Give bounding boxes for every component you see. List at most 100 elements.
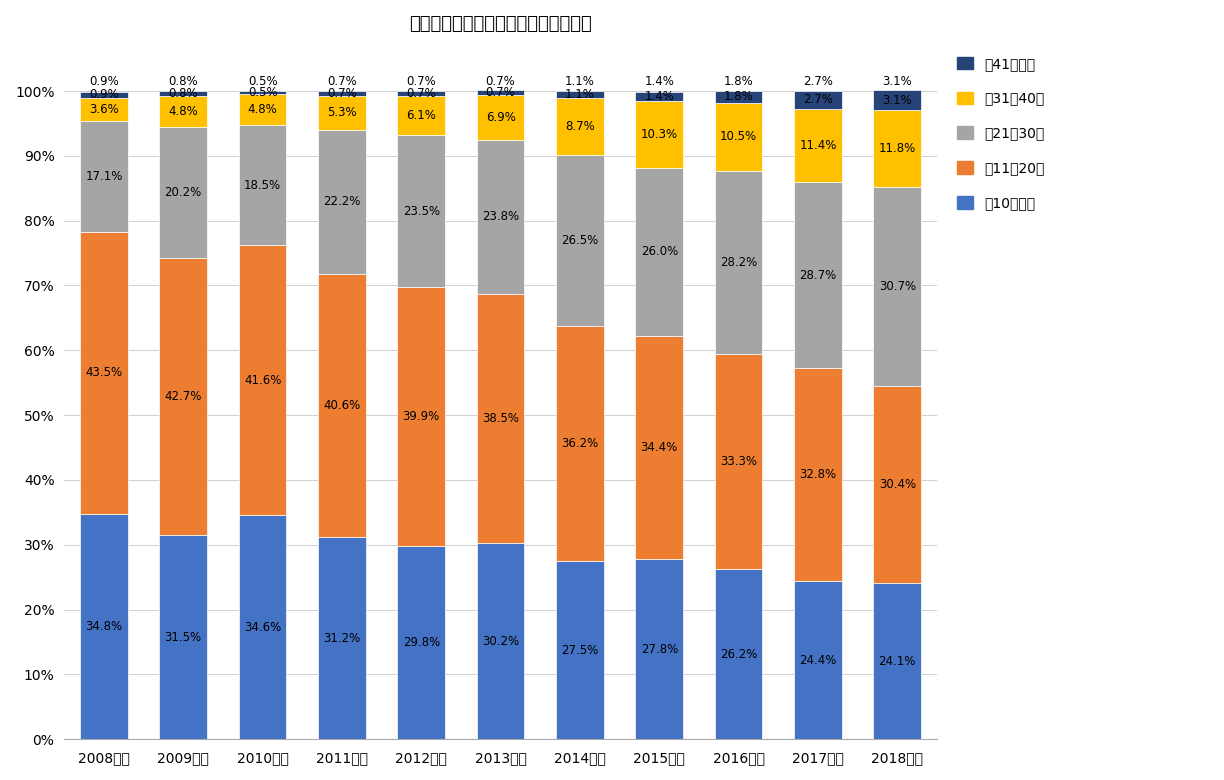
Bar: [159, 535, 207, 739]
Bar: [635, 92, 683, 101]
Bar: [794, 183, 842, 368]
Text: 34.6%: 34.6%: [244, 621, 282, 633]
Text: 30.4%: 30.4%: [879, 478, 916, 491]
Text: 1.1%: 1.1%: [565, 75, 595, 88]
Text: 23.5%: 23.5%: [403, 205, 439, 218]
Text: 29.8%: 29.8%: [403, 636, 439, 649]
Text: 3.1%: 3.1%: [883, 75, 912, 88]
Text: 0.8%: 0.8%: [169, 75, 198, 88]
Bar: [874, 90, 922, 111]
Bar: [794, 581, 842, 739]
Bar: [556, 326, 603, 561]
Text: 0.8%: 0.8%: [169, 87, 198, 100]
Bar: [556, 154, 603, 326]
Text: 34.8%: 34.8%: [86, 620, 122, 633]
Bar: [239, 126, 286, 245]
Bar: [159, 258, 207, 535]
Text: 6.1%: 6.1%: [406, 109, 436, 122]
Bar: [80, 514, 127, 739]
Bar: [874, 386, 922, 583]
Text: 10.5%: 10.5%: [720, 130, 758, 144]
Text: 41.6%: 41.6%: [244, 374, 282, 387]
Text: 27.5%: 27.5%: [562, 644, 599, 657]
Bar: [477, 95, 524, 140]
Bar: [477, 140, 524, 294]
Bar: [794, 108, 842, 183]
Text: 0.7%: 0.7%: [406, 75, 436, 88]
Bar: [318, 130, 366, 274]
Bar: [318, 537, 366, 739]
Text: 10.3%: 10.3%: [640, 128, 678, 140]
Bar: [80, 98, 127, 121]
Text: 0.9%: 0.9%: [89, 75, 119, 88]
Text: 1.4%: 1.4%: [644, 90, 674, 103]
Text: 18.5%: 18.5%: [244, 179, 282, 192]
Text: 5.3%: 5.3%: [327, 106, 356, 119]
Text: 30.2%: 30.2%: [482, 635, 519, 648]
Bar: [398, 287, 446, 546]
Bar: [80, 232, 127, 514]
Bar: [477, 90, 524, 95]
Bar: [635, 336, 683, 559]
Bar: [874, 187, 922, 386]
Bar: [794, 368, 842, 581]
Bar: [635, 168, 683, 336]
Bar: [159, 96, 207, 127]
Bar: [398, 96, 446, 135]
Bar: [398, 135, 446, 287]
Text: 1.8%: 1.8%: [723, 75, 754, 88]
Text: 24.4%: 24.4%: [799, 654, 837, 667]
Text: 3.1%: 3.1%: [883, 94, 912, 107]
Title: 中古住宅の筑後経過年数（中古戸建）: 中古住宅の筑後経過年数（中古戸建）: [409, 15, 592, 33]
Text: 0.7%: 0.7%: [486, 75, 515, 88]
Text: 0.9%: 0.9%: [89, 88, 119, 101]
Bar: [715, 91, 763, 103]
Bar: [556, 91, 603, 98]
Bar: [318, 91, 366, 96]
Bar: [874, 111, 922, 187]
Text: 17.1%: 17.1%: [86, 170, 122, 183]
Bar: [239, 515, 286, 739]
Text: 38.5%: 38.5%: [482, 412, 519, 425]
Bar: [80, 92, 127, 98]
Bar: [477, 544, 524, 739]
Text: 31.5%: 31.5%: [165, 630, 202, 643]
Bar: [318, 274, 366, 537]
Text: 4.8%: 4.8%: [247, 103, 278, 116]
Text: 26.5%: 26.5%: [562, 234, 599, 247]
Text: 34.4%: 34.4%: [640, 441, 678, 454]
Text: 8.7%: 8.7%: [565, 120, 595, 133]
Bar: [159, 127, 207, 258]
Text: 0.5%: 0.5%: [247, 86, 278, 99]
Bar: [556, 561, 603, 739]
Text: 20.2%: 20.2%: [164, 186, 202, 200]
Text: 42.7%: 42.7%: [164, 390, 202, 403]
Text: 32.8%: 32.8%: [799, 468, 836, 481]
Bar: [635, 559, 683, 739]
Text: 40.6%: 40.6%: [323, 399, 361, 412]
Bar: [874, 583, 922, 739]
Text: 43.5%: 43.5%: [86, 366, 122, 379]
Text: 23.8%: 23.8%: [482, 211, 519, 223]
Bar: [398, 91, 446, 96]
Text: 4.8%: 4.8%: [169, 105, 198, 119]
Bar: [239, 94, 286, 126]
Text: 26.0%: 26.0%: [640, 245, 678, 258]
Bar: [715, 103, 763, 171]
Text: 1.8%: 1.8%: [723, 90, 754, 104]
Bar: [318, 96, 366, 130]
Bar: [398, 546, 446, 739]
Text: 6.9%: 6.9%: [486, 111, 515, 124]
Bar: [239, 245, 286, 515]
Text: 28.2%: 28.2%: [720, 256, 758, 268]
Bar: [477, 294, 524, 544]
Text: 0.7%: 0.7%: [327, 75, 356, 88]
Bar: [635, 101, 683, 168]
Text: 2.7%: 2.7%: [803, 94, 832, 106]
Text: 0.7%: 0.7%: [486, 86, 515, 99]
Text: 0.7%: 0.7%: [406, 87, 436, 100]
Text: 2.7%: 2.7%: [803, 75, 832, 88]
Text: 1.1%: 1.1%: [565, 88, 595, 101]
Text: 1.4%: 1.4%: [644, 75, 674, 88]
Bar: [80, 121, 127, 232]
